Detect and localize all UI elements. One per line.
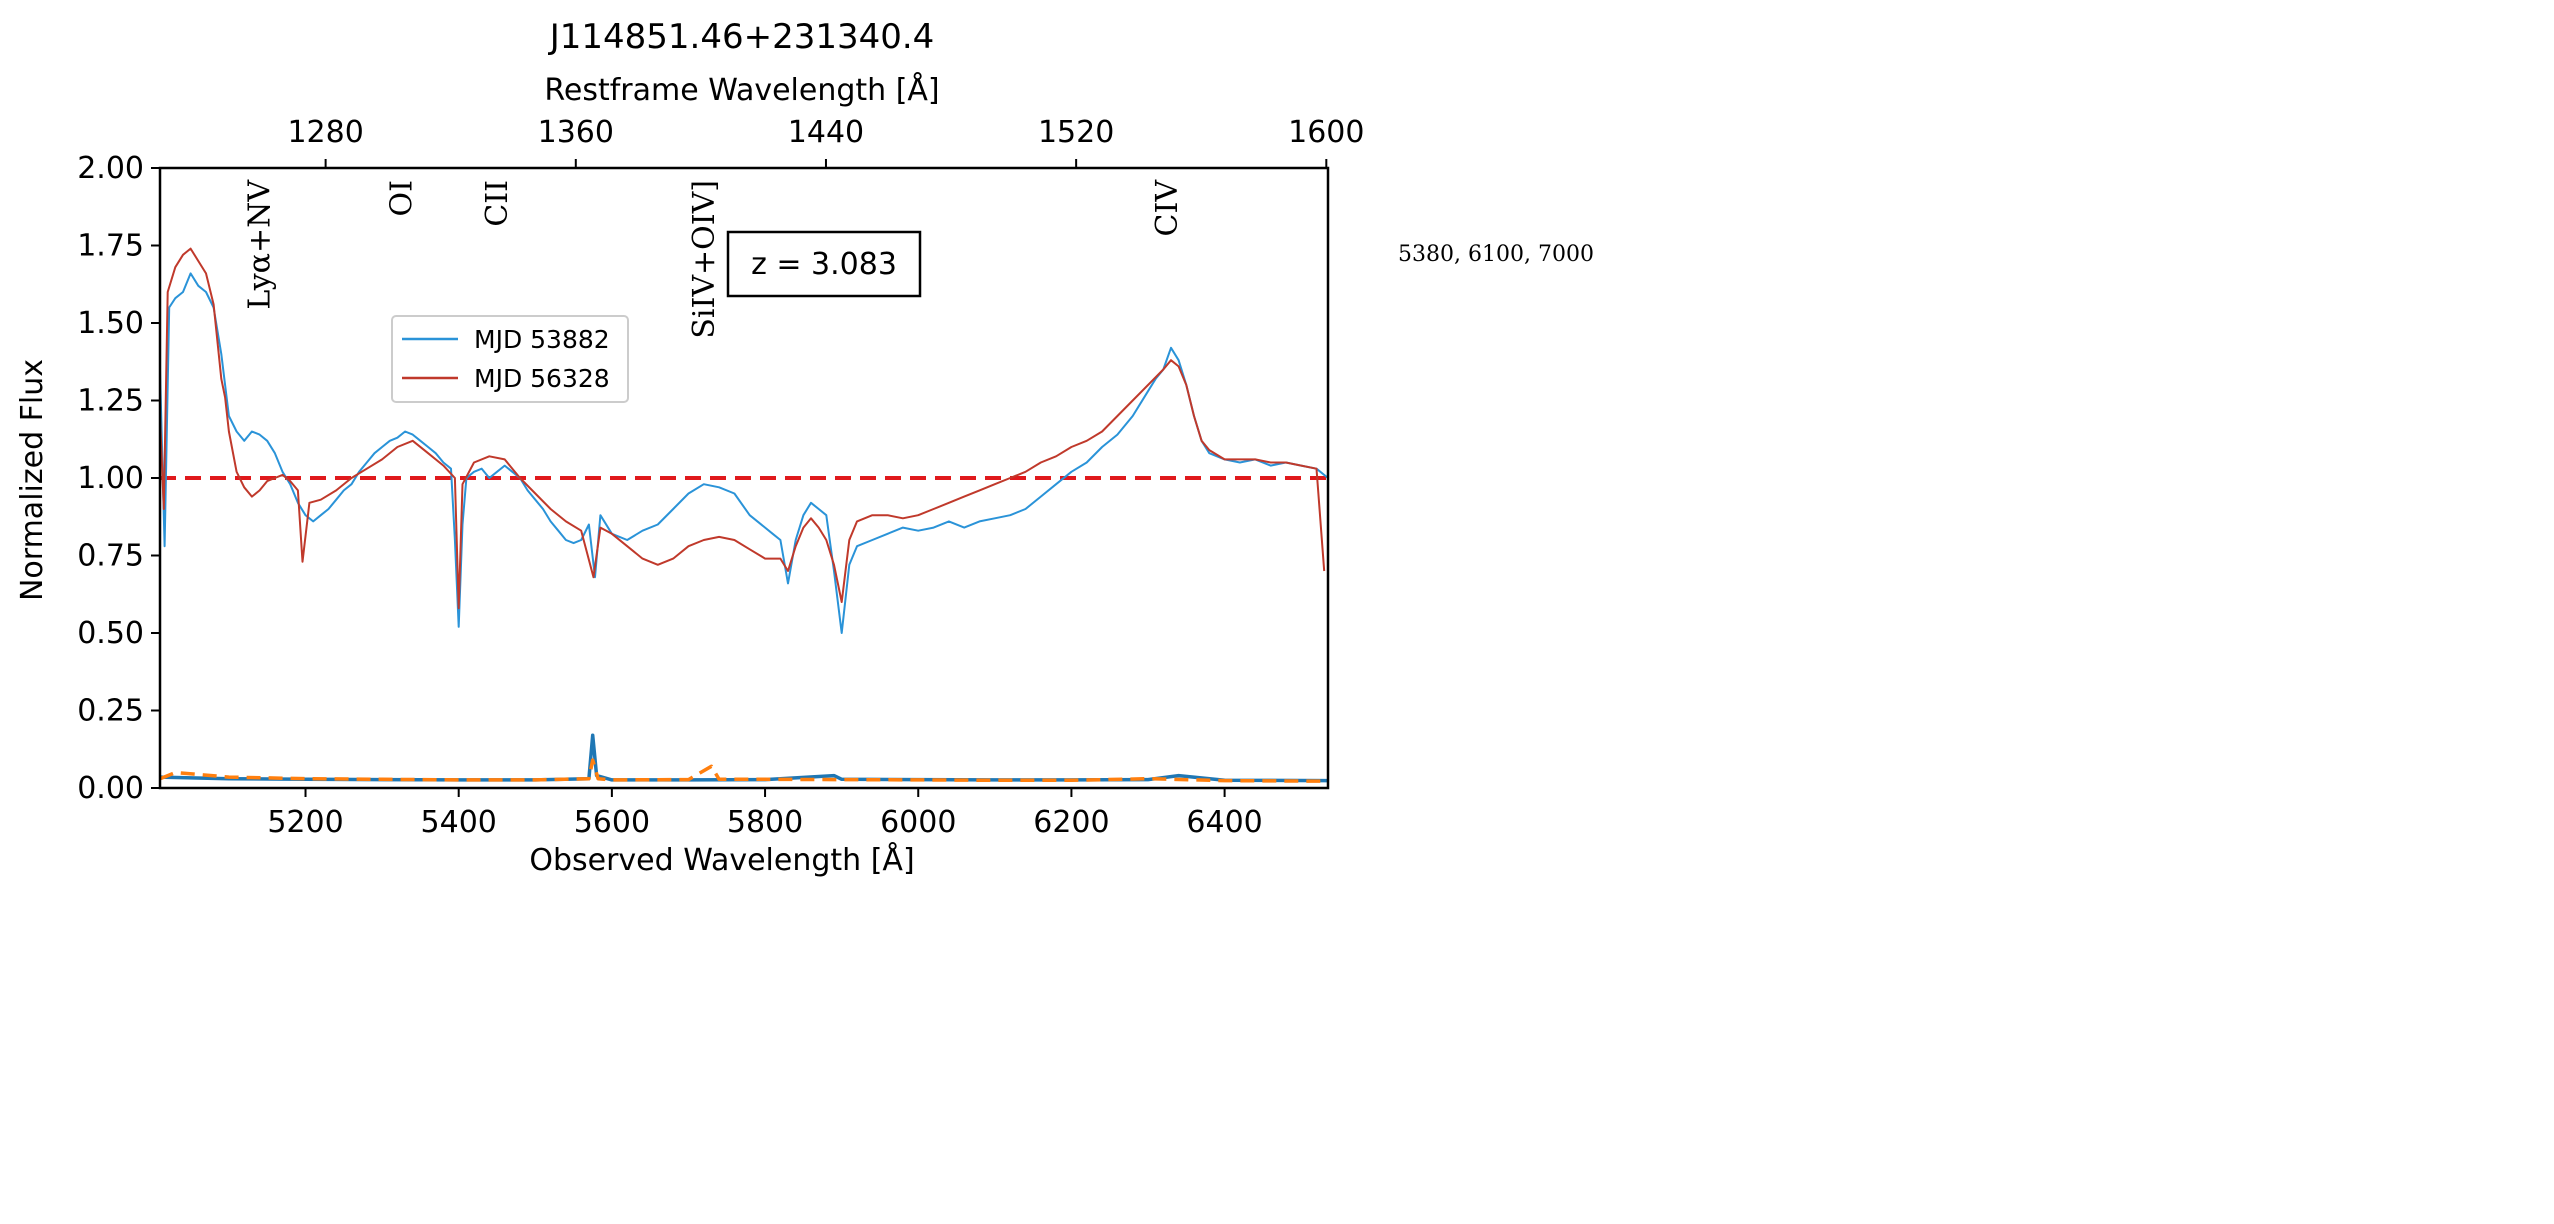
legend-label-1: MJD 53882 bbox=[474, 325, 610, 354]
emission-line-labels: Lyα+NV OI CII SiIV+OIV] CIV bbox=[243, 179, 1186, 339]
y-tick-label: 0.50 bbox=[77, 616, 144, 651]
redshift-box bbox=[726, 230, 922, 298]
series-line-3 bbox=[159, 733, 1329, 783]
y-tick-label: 0.25 bbox=[77, 694, 144, 729]
x2-tick-label: 1280 bbox=[287, 115, 363, 150]
chart-title: J114851.46+231340.4 bbox=[548, 17, 935, 57]
tick-layer: 5200 5400 5600 5800 6000 6200 6400 0.00 0.25 0.50… bbox=[77, 115, 1364, 840]
redshift-label: z = 3.083 bbox=[751, 247, 897, 282]
bottom-axis-label: Observed Wavelength [Å] bbox=[529, 842, 914, 878]
line-label: CII bbox=[480, 180, 515, 227]
y-tick-label: 0.00 bbox=[77, 771, 144, 806]
x-tick-label: 6000 bbox=[880, 805, 956, 840]
series-line-4 bbox=[159, 758, 1329, 783]
x-tick-label: 5800 bbox=[727, 805, 803, 840]
x2-tick-label: 1360 bbox=[538, 115, 614, 150]
redshift-annotation: z = 3.083 bbox=[726, 230, 922, 298]
x2-tick-label: 1440 bbox=[788, 115, 864, 150]
series-layer bbox=[159, 247, 1329, 783]
line-label: OI bbox=[384, 180, 419, 216]
legend-label-2: MJD 56328 bbox=[474, 364, 610, 393]
legend: MJD 53882 MJD 56328 bbox=[391, 315, 629, 403]
side-note: 5380, 6100, 7000 bbox=[1398, 242, 1594, 267]
y-tick-label: 1.75 bbox=[77, 229, 144, 264]
line-label: CIV bbox=[1150, 179, 1185, 237]
line-label: Lyα+NV bbox=[243, 179, 278, 310]
plot-frame bbox=[158, 166, 1330, 790]
y-tick-label: 2.00 bbox=[77, 151, 144, 186]
y-tick-label: 1.50 bbox=[77, 306, 144, 341]
y-tick-label: 1.00 bbox=[77, 461, 144, 496]
x-tick-label: 6400 bbox=[1186, 805, 1262, 840]
x2-tick-label: 1600 bbox=[1288, 115, 1364, 150]
x-tick-label: 5400 bbox=[421, 805, 497, 840]
x-tick-label: 6200 bbox=[1033, 805, 1109, 840]
y-tick-label: 1.25 bbox=[77, 384, 144, 419]
y-axis-label: Normalized Flux bbox=[15, 359, 50, 601]
top-axis-label: Restframe Wavelength [Å] bbox=[544, 72, 939, 108]
series-line-1 bbox=[159, 272, 1329, 634]
x-tick-label: 5200 bbox=[267, 805, 343, 840]
series-line-2 bbox=[159, 247, 1326, 610]
y-tick-label: 0.75 bbox=[77, 539, 144, 574]
x2-tick-label: 1520 bbox=[1038, 115, 1114, 150]
x-tick-label: 5600 bbox=[574, 805, 650, 840]
line-label: SiIV+OIV] bbox=[687, 180, 722, 339]
legend-box bbox=[391, 315, 629, 403]
